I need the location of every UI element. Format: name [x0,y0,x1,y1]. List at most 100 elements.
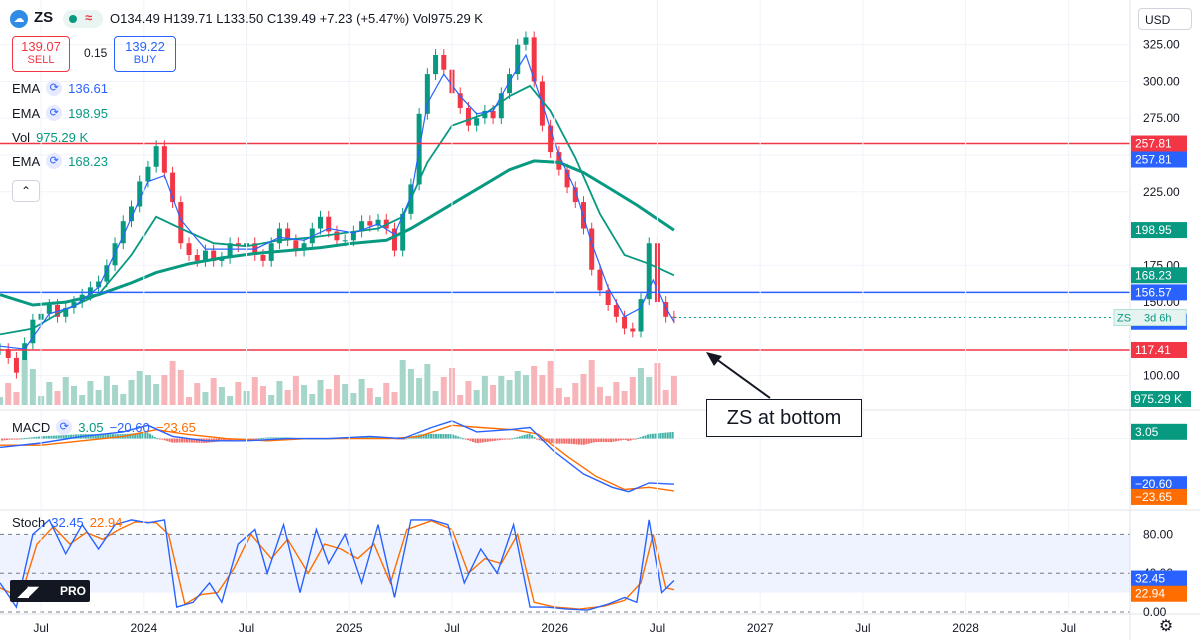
stoch-k-value: 32.45 [51,515,84,530]
settings-gear-icon[interactable]: ⚙ [1158,618,1174,635]
symbol-name[interactable]: ZS [34,9,54,26]
macd-histogram-bar [550,438,553,444]
macd-histogram-bar [629,438,632,441]
volume-bar [317,380,324,405]
macd-histogram-bar [469,438,472,442]
macd-histogram-bar [590,438,593,444]
legend-ema-fast[interactable]: EMA ⟳ 136.61 [12,80,108,96]
macd-histogram-bar [671,431,674,439]
macd-histogram-bar [35,436,38,439]
legend-stoch[interactable]: Stoch 32.45 22.94 [12,515,122,530]
stoch-label-bg [1131,570,1187,587]
candle-body [391,228,397,251]
candle-body [202,250,208,261]
market-open-dot-icon [69,15,77,23]
candle-body [564,169,570,188]
volume-bar [342,384,349,405]
macd-histogram-bar [481,438,484,443]
candle-body [359,221,365,232]
macd-histogram-bar [506,438,509,440]
candle-body [178,202,184,244]
macd-histogram-bar [188,438,191,443]
macd-histogram-bar [661,432,664,439]
macd-histogram-bar [50,435,53,439]
volume-bar [5,383,12,405]
macd-histogram-bar [464,438,467,440]
legend-name: Vol [12,130,31,145]
refresh-icon[interactable]: ⟳ [56,419,73,435]
collapse-legend-button[interactable]: ⌃ [12,180,40,202]
sell-button[interactable]: 139.07 SELL [12,36,70,72]
macd-histogram-bar [669,432,672,439]
macd-histogram-bar [99,434,102,439]
macd-histogram-bar [146,432,149,439]
annotation-text[interactable]: ZS at bottom [706,399,862,437]
refresh-icon[interactable]: ⟳ [46,80,63,96]
candle-body [13,357,19,373]
legend-name: MACD [12,419,51,435]
candle-body [104,265,110,282]
macd-histogram-bar [634,438,637,440]
volume-bar [407,369,414,405]
time-tick-label: 2027 [747,621,774,635]
volume-bar [383,383,390,405]
legend-name: EMA [12,105,41,121]
macd-histogram-bar [363,436,366,439]
macd-histogram-bar [627,438,630,442]
volume-bar [514,371,521,405]
macd-histogram-bar [42,436,45,439]
volume-bar [0,397,3,405]
legend-macd[interactable]: MACD ⟳ 3.05 −20.60 −23.65 [12,419,196,435]
candle-body [597,269,603,291]
macd-histogram-bar [112,434,114,439]
macd-histogram-bar [447,434,450,439]
macd-histogram-bar [15,438,18,440]
price-label-bg [1131,151,1187,168]
volume-bar [596,387,603,405]
legend-name: EMA [12,153,41,169]
macd-histogram-bar [57,435,60,439]
time-tick-label: Jul [1061,621,1076,635]
volume-bar [292,376,299,405]
level-label: 117.41 [1135,343,1171,357]
volume-pane [0,360,677,405]
refresh-icon[interactable]: ⟳ [46,105,63,121]
legend-ema-mid[interactable]: EMA ⟳ 168.23 [12,153,108,169]
macd-histogram-bar [580,438,583,445]
volume-bar [416,378,423,405]
volume-bar [128,380,135,405]
level-label-bg [1131,135,1187,152]
buy-button[interactable]: 139.22 BUY [114,36,176,72]
volume-bar [580,374,587,405]
last-price-countdown: 3d 6h [1144,313,1172,325]
refresh-icon[interactable]: ⟳ [46,153,63,169]
macd-histogram-bar [449,434,452,439]
macd-histogram-bar [10,438,13,440]
macd-histogram-bar [30,437,33,439]
macd-histogram-bar [126,433,129,439]
currency-selector[interactable]: USD [1138,8,1192,30]
volume-bar [629,377,636,405]
volume-bar [333,375,340,405]
macd-histogram-bar [523,434,526,439]
legend-ema-slow[interactable]: EMA ⟳ 198.95 [12,105,108,121]
macd-histogram-bar [518,436,521,439]
macd-histogram-bar [612,438,615,442]
macd-histogram-bar [508,438,511,440]
market-status-pill[interactable]: ≈ [63,10,103,28]
macd-histogram-bar [8,438,11,440]
candle-body [433,55,439,75]
macd-histogram-bar [531,435,534,439]
candle-body [318,216,324,229]
volume-bar [424,364,431,405]
macd-histogram-bar [459,437,462,439]
macd-histogram-bar [254,438,257,440]
macd-histogram-bar [425,434,428,439]
macd-histogram-bar [526,434,529,439]
macd-histogram-bar [442,434,445,439]
candle-body [646,243,652,300]
volume-bar [161,375,168,405]
annotation-arrowhead [706,352,722,366]
legend-volume[interactable]: Vol 975.29 K [12,130,88,145]
